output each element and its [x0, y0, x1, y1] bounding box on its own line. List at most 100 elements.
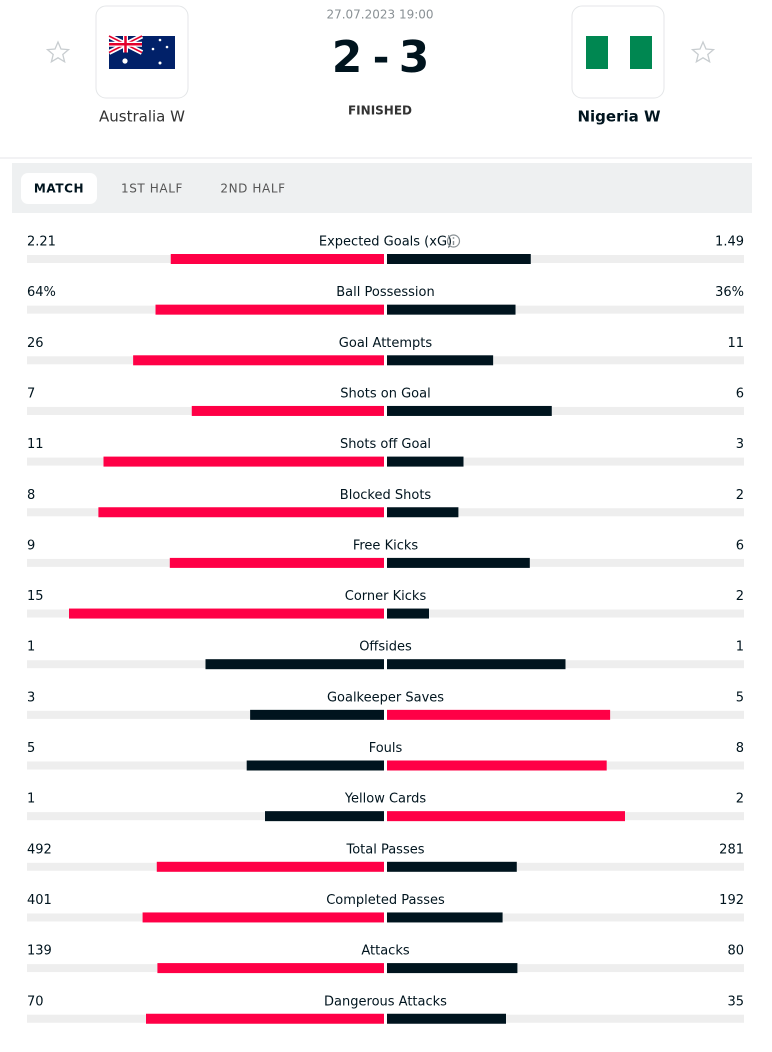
stat-name: Yellow Cards: [344, 792, 427, 807]
australia-flag: [107, 33, 175, 69]
away-bar: [387, 557, 530, 568]
bar-track: [387, 305, 744, 314]
away-bar: [387, 963, 518, 974]
stat-away-value: 192: [719, 893, 744, 908]
away-bar: [387, 456, 464, 467]
away-bar: [387, 861, 517, 872]
home-bar: [205, 659, 384, 670]
stat-name: Completed Passes: [326, 893, 445, 908]
away-bar: [387, 507, 459, 518]
stat-home-value: 15: [27, 589, 44, 604]
stat-name: Goalkeeper Saves: [327, 690, 444, 705]
nigeria-flag: [586, 36, 652, 69]
home-bar: [170, 254, 384, 264]
home-bar: [157, 963, 384, 974]
stat-home-value: 139: [27, 944, 52, 959]
stat-home-value: 5: [27, 741, 35, 756]
bar-track: [387, 457, 744, 466]
home-bar: [246, 760, 384, 771]
stat-home-value: 492: [27, 842, 52, 857]
bar-track: [387, 913, 744, 922]
stat-home-value: 1: [27, 640, 35, 655]
away-bar: [387, 304, 516, 315]
away-bar: [387, 405, 552, 416]
home-bar: [191, 405, 384, 416]
tab[interactable]: MATCH: [34, 182, 84, 196]
tab[interactable]: 1ST HALF: [121, 182, 183, 196]
bar-track: [27, 761, 384, 770]
stat-away-value: 2: [736, 589, 744, 604]
bar-track: [27, 710, 384, 719]
home-bar: [155, 304, 384, 315]
score-separator: -: [373, 35, 390, 81]
bar-track: [387, 964, 744, 973]
away-bar: [387, 912, 503, 923]
tab-active-bg: [21, 173, 97, 204]
away-bar: [387, 1013, 506, 1024]
away-bar: [387, 355, 494, 366]
home-team-name[interactable]: Australia W: [99, 108, 185, 126]
bar-track: [387, 406, 744, 415]
tab-bar: [12, 163, 752, 213]
match-date: 27.07.2023 19:00: [326, 8, 433, 22]
header: 27.07.2023 19:00 2 - 3 FINISHED Australi…: [45, 5, 716, 126]
home-bar: [133, 355, 384, 366]
stat-home-value: 26: [27, 336, 44, 351]
info-icon[interactable]: [446, 234, 461, 248]
favorite-star[interactable]: [45, 40, 71, 64]
away-bar: [387, 709, 611, 720]
home-bar: [169, 557, 384, 568]
stat-name: Free Kicks: [353, 538, 419, 553]
stat-away-value: 2: [736, 488, 744, 503]
stat-away-value: 6: [736, 386, 744, 401]
stat-away-value: 3: [736, 437, 744, 452]
away-bar: [387, 608, 429, 619]
stat-home-value: 9: [27, 538, 35, 553]
stat-away-value: 35: [727, 994, 744, 1009]
stat-away-value: 1: [736, 640, 744, 655]
tab[interactable]: 2ND HALF: [220, 182, 285, 196]
stat-home-value: 2.21: [27, 235, 56, 250]
home-bar: [69, 608, 384, 619]
stat-home-value: 11: [27, 437, 44, 452]
away-bar: [387, 760, 607, 771]
home-bar: [265, 811, 384, 822]
stat-away-value: 1.49: [715, 235, 744, 250]
stat-home-value: 64%: [27, 285, 56, 300]
stat-home-value: 1: [27, 792, 35, 807]
stat-name: Blocked Shots: [340, 488, 432, 503]
stat-name: Shots on Goal: [340, 386, 430, 401]
stat-home-value: 7: [27, 386, 35, 401]
home-bar: [142, 912, 384, 923]
away-team-name[interactable]: Nigeria W: [577, 108, 660, 126]
bar-track: [387, 558, 744, 567]
stat-away-value: 36%: [715, 285, 744, 300]
info-icon-dot: [452, 237, 455, 239]
bar-track: [387, 508, 744, 517]
stat-name: Offsides: [359, 640, 412, 655]
stat-name: Attacks: [361, 944, 410, 959]
away-bar: [387, 659, 566, 670]
favorite-star[interactable]: [690, 40, 716, 64]
stat-home-value: 3: [27, 690, 35, 705]
stat-away-value: 80: [727, 944, 744, 959]
stat-name: Shots off Goal: [340, 437, 431, 452]
stat-home-value: 8: [27, 488, 35, 503]
bar-track: [387, 356, 744, 365]
bar-track: [387, 255, 744, 263]
away-bar: [387, 254, 531, 264]
bar-track: [387, 862, 744, 871]
stat-away-value: 11: [727, 336, 744, 351]
stat-home-value: 70: [27, 994, 44, 1009]
stat-name: Total Passes: [345, 842, 424, 857]
stat-away-value: 5: [736, 690, 744, 705]
home-bar: [146, 1013, 384, 1024]
bar-track: [387, 609, 744, 618]
stat-away-value: 281: [719, 842, 744, 857]
stat-name: Dangerous Attacks: [324, 994, 447, 1009]
home-bar: [98, 507, 385, 518]
home-bar: [250, 709, 384, 720]
stat-name: Corner Kicks: [345, 589, 427, 604]
stat-away-value: 8: [736, 741, 744, 756]
